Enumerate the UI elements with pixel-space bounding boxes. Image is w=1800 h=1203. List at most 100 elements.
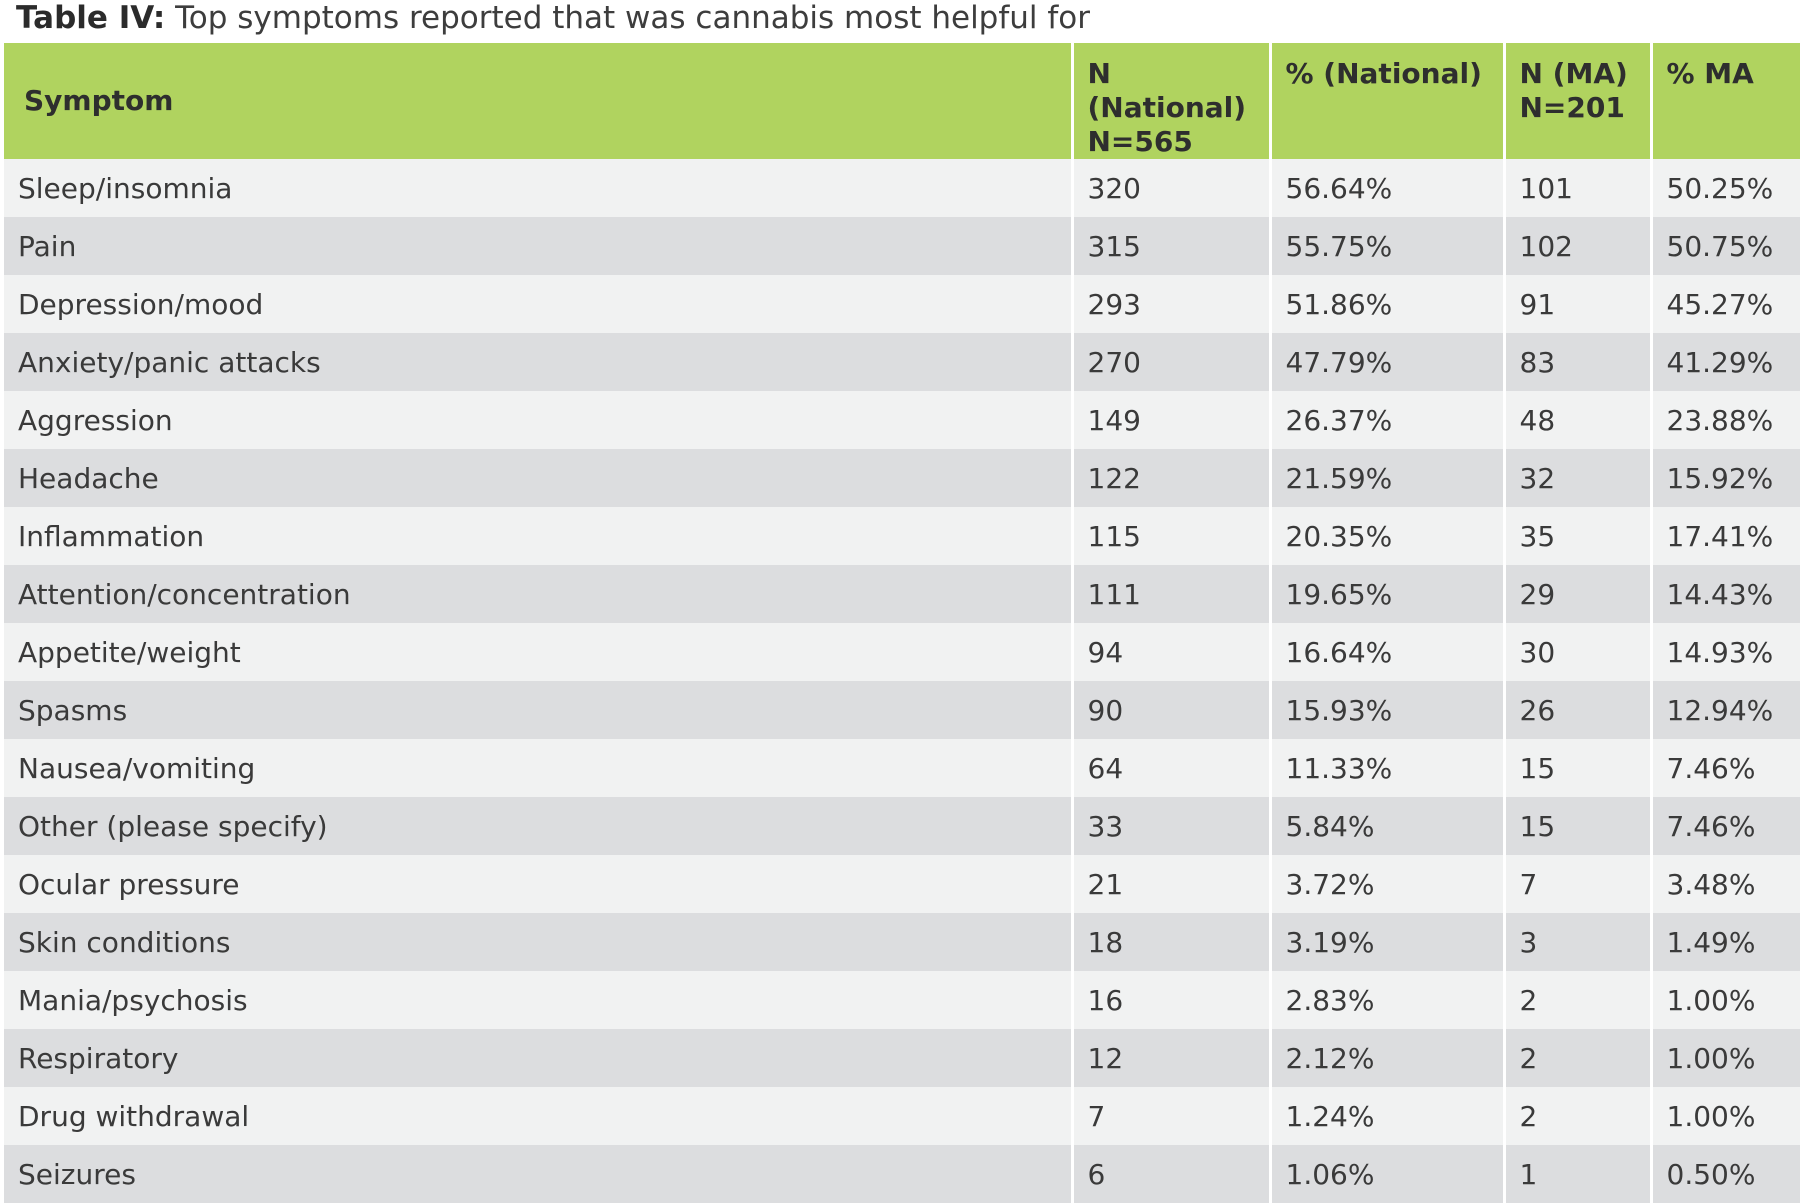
cell-pct-ma: 1.49%: [1651, 913, 1800, 971]
cell-pct-ma: 15.92%: [1651, 449, 1800, 507]
cell-n-national: 122: [1072, 449, 1270, 507]
cell-symptom: Pain: [4, 217, 1072, 275]
cell-pct-national: 21.59%: [1270, 449, 1504, 507]
cell-pct-ma: 14.93%: [1651, 623, 1800, 681]
cell-pct-national: 15.93%: [1270, 681, 1504, 739]
cell-n-ma: 15: [1504, 797, 1651, 855]
table-caption: Table IV: Top symptoms reported that was…: [16, 0, 1090, 42]
cell-n-ma: 29: [1504, 565, 1651, 623]
cell-n-ma: 83: [1504, 333, 1651, 391]
cell-pct-ma: 12.94%: [1651, 681, 1800, 739]
table-caption-label: Table IV:: [16, 0, 165, 36]
cell-n-national: 111: [1072, 565, 1270, 623]
cell-pct-national: 55.75%: [1270, 217, 1504, 275]
cell-n-ma: 26: [1504, 681, 1651, 739]
header-pct-national-label: % (National): [1286, 57, 1503, 91]
cell-n-national: 18: [1072, 913, 1270, 971]
cell-pct-ma: 1.00%: [1651, 1029, 1800, 1087]
cell-n-national: 21: [1072, 855, 1270, 913]
cell-pct-national: 5.84%: [1270, 797, 1504, 855]
cell-pct-ma: 14.43%: [1651, 565, 1800, 623]
cell-pct-national: 56.64%: [1270, 159, 1504, 217]
cell-symptom: Aggression: [4, 391, 1072, 449]
cell-pct-national: 26.37%: [1270, 391, 1504, 449]
cell-symptom: Attention/concentration: [4, 565, 1072, 623]
cell-pct-ma: 41.29%: [1651, 333, 1800, 391]
cell-pct-national: 20.35%: [1270, 507, 1504, 565]
cell-pct-ma: 50.25%: [1651, 159, 1800, 217]
cell-pct-national: 19.65%: [1270, 565, 1504, 623]
cell-pct-national: 2.12%: [1270, 1029, 1504, 1087]
cell-n-national: 115: [1072, 507, 1270, 565]
cell-pct-ma: 17.41%: [1651, 507, 1800, 565]
cell-n-national: 320: [1072, 159, 1270, 217]
cell-pct-ma: 7.46%: [1651, 797, 1800, 855]
header-pct-ma-label: % MA: [1667, 57, 1800, 91]
cell-n-ma: 101: [1504, 159, 1651, 217]
cell-pct-ma: 1.00%: [1651, 971, 1800, 1029]
cell-symptom: Drug withdrawal: [4, 1087, 1072, 1145]
cell-symptom: Anxiety/panic attacks: [4, 333, 1072, 391]
cell-n-national: 12: [1072, 1029, 1270, 1087]
cell-pct-national: 1.24%: [1270, 1087, 1504, 1145]
cell-n-ma: 32: [1504, 449, 1651, 507]
header-n-ma: N (MA) N=201: [1504, 43, 1651, 159]
cell-symptom: Spasms: [4, 681, 1072, 739]
cell-n-national: 64: [1072, 739, 1270, 797]
header-row: Symptom N (National) N=565 % (National) …: [4, 43, 1800, 159]
table-header: Symptom N (National) N=565 % (National) …: [4, 43, 1800, 159]
header-n-ma-sample: N=201: [1520, 91, 1650, 125]
cell-n-national: 6: [1072, 1145, 1270, 1203]
cell-symptom: Appetite/weight: [4, 623, 1072, 681]
header-symptom-label: Symptom: [24, 84, 173, 117]
cell-n-ma: 1: [1504, 1145, 1651, 1203]
cell-symptom: Headache: [4, 449, 1072, 507]
cell-n-ma: 102: [1504, 217, 1651, 275]
cell-n-ma: 15: [1504, 739, 1651, 797]
cell-symptom: Other (please specify): [4, 797, 1072, 855]
cell-pct-ma: 23.88%: [1651, 391, 1800, 449]
cell-n-ma: 7: [1504, 855, 1651, 913]
cell-n-national: 149: [1072, 391, 1270, 449]
cell-symptom: Nausea/vomiting: [4, 739, 1072, 797]
cell-n-national: 90: [1072, 681, 1270, 739]
cell-symptom: Respiratory: [4, 1029, 1072, 1087]
header-n-national-label: N (National): [1088, 57, 1269, 125]
cell-pct-national: 2.83%: [1270, 971, 1504, 1029]
cell-n-ma: 91: [1504, 275, 1651, 333]
cell-symptom: Inflammation: [4, 507, 1072, 565]
table-caption-text: Top symptoms reported that was cannabis …: [175, 0, 1090, 36]
cell-pct-national: 16.64%: [1270, 623, 1504, 681]
cell-n-national: 293: [1072, 275, 1270, 333]
cell-symptom: Skin conditions: [4, 913, 1072, 971]
cell-n-national: 33: [1072, 797, 1270, 855]
cell-pct-national: 47.79%: [1270, 333, 1504, 391]
cell-symptom: Seizures: [4, 1145, 1072, 1203]
cell-n-ma: 2: [1504, 971, 1651, 1029]
cell-n-national: 7: [1072, 1087, 1270, 1145]
cell-pct-ma: 1.00%: [1651, 1087, 1800, 1145]
cell-pct-ma: 0.50%: [1651, 1145, 1800, 1203]
cell-pct-ma: 3.48%: [1651, 855, 1800, 913]
cell-n-ma: 30: [1504, 623, 1651, 681]
header-n-national: N (National) N=565: [1072, 43, 1270, 159]
cell-pct-national: 51.86%: [1270, 275, 1504, 333]
cell-n-ma: 2: [1504, 1029, 1651, 1087]
cell-symptom: Depression/mood: [4, 275, 1072, 333]
cell-n-national: 270: [1072, 333, 1270, 391]
symptoms-table: Symptom N (National) N=565 % (National) …: [4, 43, 1800, 1203]
header-pct-ma: % MA: [1651, 43, 1800, 159]
